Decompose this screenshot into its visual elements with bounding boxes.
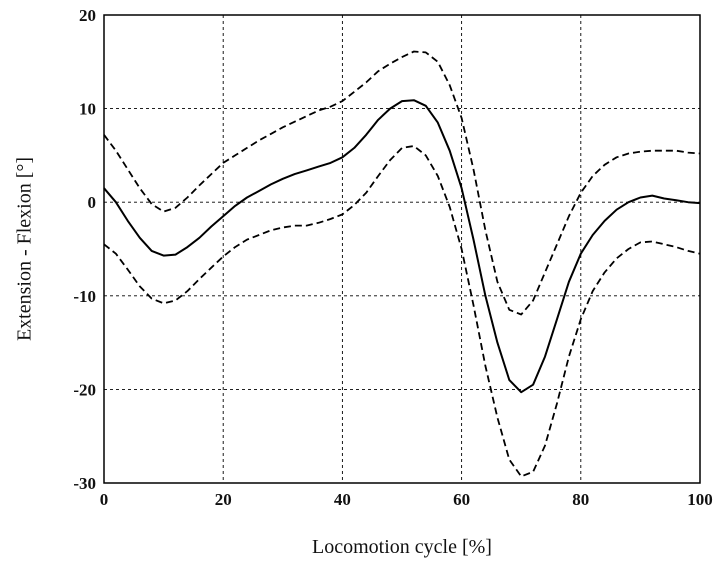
y-tick-label: -10 (73, 287, 96, 306)
x-tick-label: 80 (572, 490, 589, 509)
plot-frame (104, 15, 700, 483)
x-tick-label: 60 (453, 490, 470, 509)
y-tick-label: 10 (79, 100, 96, 119)
y-tick-label: -30 (73, 474, 96, 493)
x-tick-label: 40 (334, 490, 351, 509)
x-tick-label: 20 (215, 490, 232, 509)
y-tick-label: -20 (73, 380, 96, 399)
x-tick-labels: 0 20 40 60 80 100 (100, 490, 713, 509)
y-tick-label: 20 (79, 6, 96, 25)
x-tick-label: 100 (687, 490, 713, 509)
y-tick-labels: 20 10 0 -10 -20 -30 (73, 6, 96, 493)
dashed-bound-line-2 (104, 146, 700, 476)
series-group (104, 52, 700, 477)
y-tick-label: 0 (88, 193, 97, 212)
x-axis-label: Locomotion cycle [%] (312, 536, 492, 558)
x-tick-label: 0 (100, 490, 109, 509)
y-axis-label: Extension - Flexion [°] (14, 157, 36, 341)
dashed-bound-line-1 (104, 52, 700, 315)
mean-line (104, 100, 700, 392)
grid (104, 15, 700, 483)
